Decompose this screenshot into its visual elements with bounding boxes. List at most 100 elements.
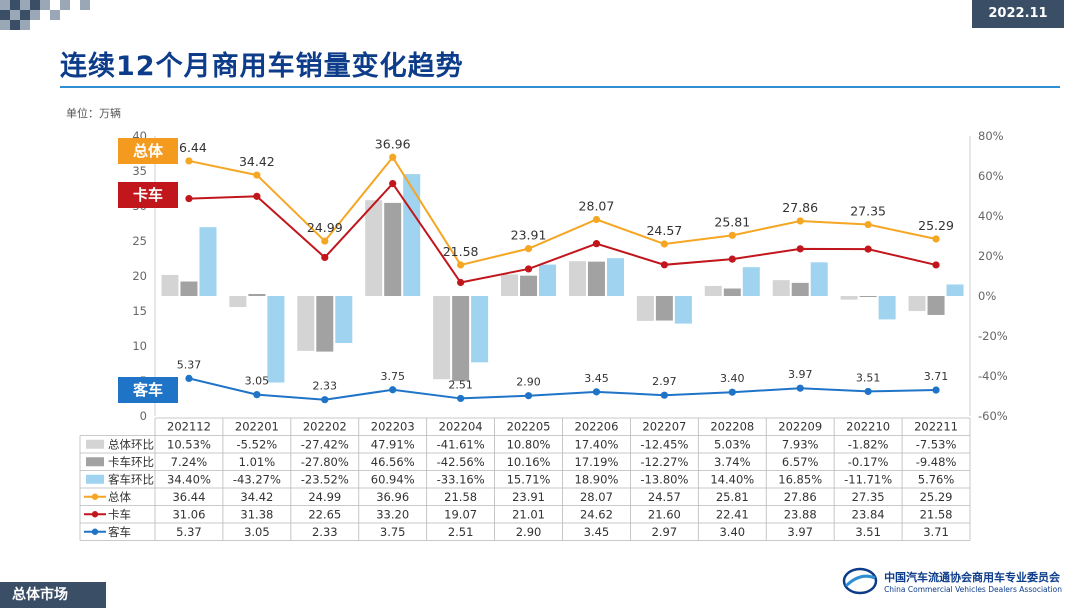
bar-total-mom — [501, 274, 519, 296]
table-cell: 22.65 — [308, 507, 341, 521]
table-row-label: 卡车环比 — [108, 455, 154, 469]
table-cell: 5.37 — [176, 525, 202, 539]
org-name-en: China Commercial Vehicles Dealers Associ… — [884, 584, 1062, 594]
x-tick-label: 202203 — [371, 420, 415, 434]
table-cell: 3.74% — [714, 455, 751, 469]
table-cell: 24.62 — [580, 507, 613, 521]
table-cell: 2.97 — [652, 525, 678, 539]
data-label-bus: 3.75 — [380, 370, 405, 383]
data-label-bus: 2.51 — [448, 378, 473, 391]
data-label-total: 36.44 — [171, 140, 207, 155]
table-cell: 60.94% — [371, 472, 415, 486]
bar-bus-mom — [471, 296, 489, 363]
table-cell: 7.24% — [171, 455, 208, 469]
x-tick-label: 202201 — [235, 420, 279, 434]
table-cell: 5.03% — [714, 437, 751, 451]
legend-key-marker — [91, 528, 99, 535]
table-cell: -13.80% — [640, 472, 688, 486]
table-cell: 27.35 — [852, 490, 885, 504]
bar-bus-mom — [878, 296, 896, 320]
table-cell: 31.38 — [240, 507, 273, 521]
table-cell: 15.71% — [507, 472, 551, 486]
unit-label: 单位：万辆 — [66, 107, 121, 120]
point-truck — [796, 245, 804, 253]
y-tick-label-left: 0 — [140, 409, 147, 423]
point-total — [796, 217, 804, 225]
bar-truck-mom — [180, 281, 198, 296]
table-cell: 22.41 — [716, 507, 749, 521]
legend-key-marker — [91, 511, 99, 518]
line-truck — [188, 181, 937, 284]
legend-key-total-mom — [86, 439, 104, 449]
data-label-bus: 3.45 — [584, 372, 609, 385]
table-cell: -0.17% — [848, 455, 889, 469]
table-row-label: 卡车 — [108, 507, 131, 521]
table-cell: 33.20 — [376, 507, 409, 521]
y-tick-label-right: -60% — [978, 409, 1008, 423]
data-label-bus: 3.97 — [788, 368, 813, 381]
x-tick-label: 202207 — [642, 420, 686, 434]
point-truck — [524, 265, 533, 273]
table-cell: 21.01 — [512, 507, 545, 521]
bar-truck-mom — [587, 261, 605, 296]
bar-total-mom — [772, 280, 790, 296]
point-truck — [592, 240, 601, 248]
bar-truck-mom — [452, 296, 470, 382]
y-tick-label-right: 60% — [978, 169, 1004, 183]
x-tick-label: 202209 — [778, 420, 822, 434]
table-cell: 23.88 — [784, 507, 817, 521]
table-cell: -12.45% — [640, 437, 688, 451]
data-label-bus: 5.37 — [177, 358, 202, 371]
y-tick-label-left: 25 — [132, 234, 147, 248]
y-tick-label-right: 40% — [978, 209, 1004, 223]
table-row-label: 客车环比 — [108, 472, 154, 486]
bar-truck-mom — [859, 296, 877, 297]
bar-total-mom — [704, 285, 722, 296]
table-cell: 23.91 — [512, 490, 545, 504]
table-cell: 17.40% — [575, 437, 619, 451]
y-tick-label-right: 80% — [978, 129, 1004, 143]
table-cell: 36.44 — [172, 490, 205, 504]
bar-truck-mom — [248, 293, 266, 296]
table-row-label: 总体 — [108, 490, 131, 504]
table-cell: -5.52% — [237, 437, 278, 451]
data-label-total: 21.58 — [443, 244, 479, 259]
legend-key-marker — [91, 493, 99, 500]
y-tick-label-right: 20% — [978, 249, 1004, 263]
table-cell: 3.40 — [719, 525, 745, 539]
y-tick-label-left: 35 — [132, 164, 147, 178]
point-truck — [389, 180, 397, 188]
point-total — [321, 237, 329, 245]
table-cell: 47.91% — [371, 437, 415, 451]
point-total — [660, 240, 668, 248]
point-truck — [457, 278, 465, 287]
point-total — [728, 231, 736, 239]
table-cell: 1.01% — [239, 455, 276, 469]
bar-total-mom — [229, 296, 247, 308]
table-cell: 34.42 — [240, 490, 273, 504]
point-total — [389, 153, 397, 161]
point-total — [185, 157, 193, 165]
x-tick-label: 202112 — [167, 420, 211, 434]
data-label-total: 23.91 — [511, 228, 547, 243]
table-cell: 25.29 — [920, 490, 953, 504]
table-cell: 3.51 — [855, 525, 881, 539]
y-tick-label-right: 0% — [978, 289, 996, 303]
table-cell: 10.53% — [167, 437, 211, 451]
bar-bus-mom — [742, 267, 760, 296]
data-label-bus: 3.51 — [856, 371, 881, 384]
table-cell: 5.76% — [918, 472, 955, 486]
point-total — [932, 235, 940, 243]
table-cell: 36.96 — [376, 490, 409, 504]
bar-total-mom — [908, 296, 926, 312]
date-badge: 2022.11 — [972, 0, 1064, 28]
table-cell: 14.40% — [710, 472, 754, 486]
table-cell: -43.27% — [233, 472, 281, 486]
table-cell: -27.42% — [301, 437, 349, 451]
point-bus — [524, 392, 533, 400]
x-tick-label: 202211 — [914, 420, 958, 434]
org-logo-icon — [842, 567, 878, 595]
point-bus — [796, 384, 804, 392]
table-cell: -42.56% — [437, 455, 485, 469]
table-cell: -9.48% — [916, 455, 957, 469]
